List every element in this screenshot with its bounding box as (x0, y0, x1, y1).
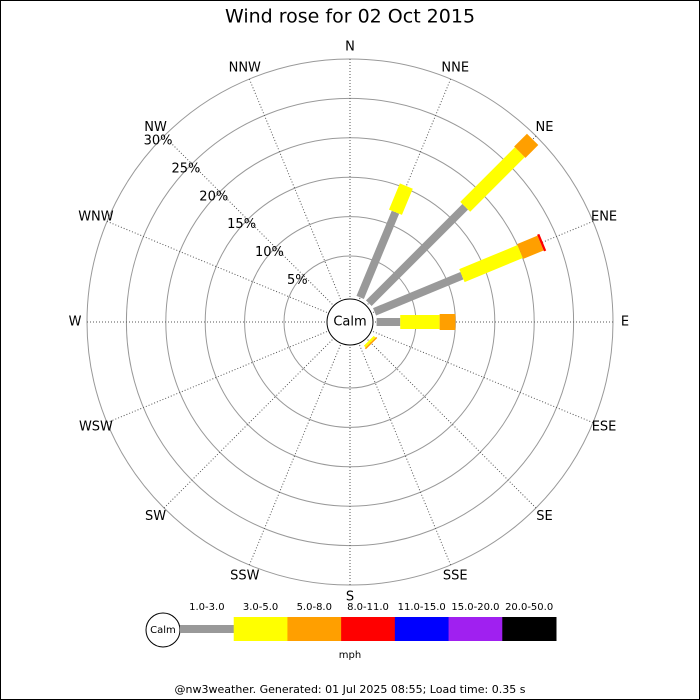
r-tick-label: 10% (255, 245, 284, 260)
direction-label: NNE (441, 60, 469, 75)
direction-label: WSW (79, 420, 113, 435)
legend-label: 1.0-3.0 (189, 602, 224, 613)
calm-label: Calm (333, 315, 366, 330)
ring (244, 216, 456, 428)
legend-swatch (287, 617, 342, 641)
rose-segment (460, 147, 525, 212)
spoke (370, 329, 594, 424)
ring (204, 176, 496, 468)
legend-label: 20.0-50.0 (505, 602, 553, 613)
r-tick-label: 15% (227, 217, 256, 232)
legend-label: 3.0-5.0 (243, 602, 278, 613)
rose-segment (356, 210, 400, 299)
legend-unit: mph (339, 650, 361, 661)
spoke (357, 342, 452, 566)
legend-swatch (448, 617, 503, 641)
rose-segment (363, 335, 376, 348)
legend-label: 11.0-15.0 (398, 602, 446, 613)
direction-label: NW (144, 120, 167, 135)
legend-calm-label: Calm (150, 625, 176, 636)
calm-circle (326, 298, 374, 346)
spoke (248, 342, 343, 566)
spoke (248, 78, 343, 302)
legend-swatch (180, 625, 235, 633)
direction-label: WNW (78, 209, 114, 224)
direction-label: SSE (443, 569, 468, 584)
rose-segment (459, 245, 523, 283)
rose-segment (517, 235, 544, 259)
direction-label: W (69, 315, 82, 330)
direction-label: NE (535, 120, 553, 135)
footer: @nw3weather. Generated: 01 Jul 2025 08:5… (175, 683, 526, 696)
rose-segment (365, 203, 469, 307)
legend-label: 8.0-11.0 (347, 602, 389, 613)
rose-segment (364, 336, 378, 350)
rose-segment (537, 233, 547, 252)
legend-swatch (394, 617, 450, 641)
chart-title: Wind rose for 02 Oct 2015 (225, 6, 475, 28)
legend-swatch (233, 617, 288, 641)
spoke (163, 337, 335, 509)
direction-label: SW (145, 509, 166, 524)
spoke (106, 220, 330, 315)
direction-label: N (345, 40, 355, 55)
r-tick-label: 30% (144, 134, 173, 149)
r-tick-label: 20% (199, 189, 228, 204)
direction-label: SSW (230, 569, 260, 584)
legend-label: 15.0-20.0 (451, 602, 499, 613)
spoke (163, 135, 335, 307)
direction-label: ENE (591, 209, 617, 224)
rose-segment (388, 183, 413, 215)
legend-swatch (502, 617, 557, 641)
spoke (106, 329, 330, 424)
legend-label: 5.0-8.0 (297, 602, 332, 613)
rose-segment (514, 133, 539, 158)
r-tick-label: 5% (287, 273, 308, 288)
direction-label: E (621, 315, 629, 330)
direction-label: ESE (592, 420, 617, 435)
legend-swatch (341, 617, 396, 641)
direction-label: NNW (229, 60, 261, 75)
direction-label: S (346, 590, 354, 605)
direction-label: SE (536, 509, 552, 524)
rose-segment (373, 271, 464, 316)
r-tick-label: 25% (171, 161, 200, 176)
spoke (365, 337, 537, 509)
